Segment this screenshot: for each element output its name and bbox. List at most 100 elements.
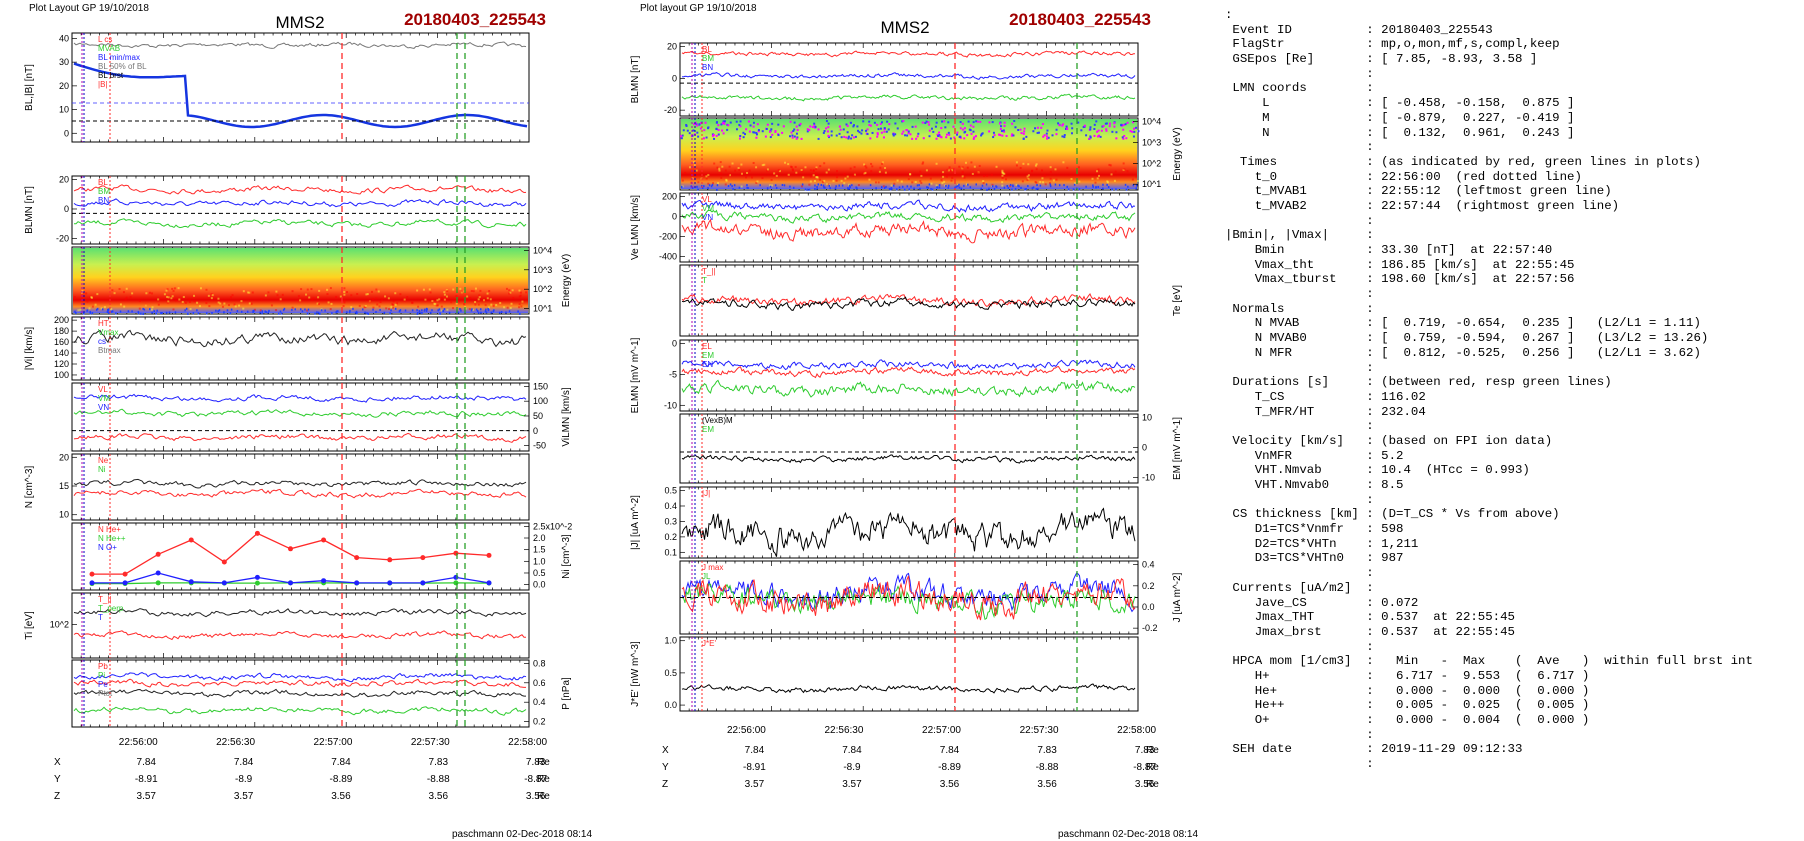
spectrogram-pixel: [707, 173, 710, 176]
spectrogram-pixel: [193, 300, 196, 303]
spectrogram-pixel: [151, 306, 154, 309]
spectrogram-pixel: [723, 120, 726, 123]
spectrogram-pixel: [844, 177, 847, 180]
ephemeris-value: 3.56: [526, 791, 546, 802]
spectrogram-pixel: [155, 312, 158, 315]
spectrogram-pixel: [1120, 123, 1123, 126]
spectrogram-pixel: [1122, 162, 1125, 165]
spectrogram-pixel: [876, 135, 879, 138]
spectrogram-pixel: [882, 185, 885, 188]
spectrogram-pixel: [1073, 183, 1076, 186]
spectrogram-pixel: [91, 305, 94, 308]
spectrogram-pixel: [376, 303, 379, 306]
spectrogram-pixel: [852, 125, 855, 128]
spectrogram-pixel: [999, 134, 1002, 137]
spectrogram-pixel: [166, 295, 169, 298]
legend-entry: Vmax: [98, 328, 118, 337]
series-trace: [681, 379, 1136, 398]
spectrogram-pixel: [385, 307, 388, 310]
spectrogram-pixel: [478, 295, 481, 298]
spectrogram-pixel: [738, 186, 741, 189]
legend-entry: Pi: [98, 671, 105, 680]
spectrogram-pixel: [1096, 177, 1099, 180]
spectrogram-pixel: [242, 290, 245, 293]
spectrogram-pixel: [1005, 174, 1008, 177]
spectrogram-pixel: [684, 171, 687, 174]
spectrogram-pixel: [748, 130, 751, 133]
spectrogram-pixel: [85, 292, 88, 295]
spectrogram-pixel: [1135, 184, 1138, 187]
spectrogram-pixel: [880, 131, 883, 134]
spectrogram-pixel: [748, 169, 751, 172]
spectrogram-pixel: [959, 127, 962, 130]
summary-line: CS thickness [km] : (D=T_CS * Vs from ab…: [1225, 507, 1560, 522]
spectrogram-pixel: [517, 310, 519, 313]
summary-line: t_0 : 22:56:00 (red dotted line): [1225, 169, 1582, 184]
series-trace: [73, 408, 527, 418]
spectrogram-pixel: [957, 183, 960, 186]
spectrogram-pixel: [939, 135, 942, 138]
spectrogram-pixel: [820, 184, 823, 187]
spectrogram-pixel: [1041, 177, 1044, 180]
spectrogram-pixel: [716, 188, 718, 191]
y-axis-title: BLMN [nT]: [630, 55, 641, 103]
ephemeris-value: -8.87: [1133, 762, 1156, 773]
spectrogram-pixel: [823, 162, 826, 165]
spectrogram-pixel: [960, 187, 963, 190]
spectrogram-pixel: [766, 169, 769, 172]
spectrogram-pixel: [1037, 131, 1040, 134]
spectrogram-pixel: [1070, 122, 1073, 125]
spectrogram-pixel: [250, 302, 253, 305]
spectrogram-pixel: [193, 294, 196, 297]
spectrogram-pixel: [935, 121, 938, 124]
spectrogram-pixel: [995, 165, 998, 168]
spectrogram-pixel: [510, 302, 513, 305]
spectrogram-pixel: [459, 287, 462, 290]
spectrogram-pixel: [680, 137, 683, 140]
spectrogram-pixel: [394, 292, 397, 295]
spectrogram-pixel: [253, 308, 256, 311]
legend-entry: VM: [702, 204, 714, 213]
spectrogram-pixel: [800, 185, 803, 188]
spectrogram-pixel: [985, 183, 988, 186]
spectrogram-pixel: [1135, 126, 1138, 129]
spectrogram-pixel: [1114, 170, 1117, 173]
spectrogram-pixel: [884, 171, 887, 174]
spectrogram-pixel: [906, 134, 909, 137]
spectrogram-pixel: [375, 288, 378, 291]
spectrogram-pixel: [980, 187, 982, 190]
series-trace: [73, 672, 527, 683]
spectrogram-pixel: [965, 183, 968, 186]
spectrogram-pixel: [727, 185, 730, 188]
y-tick-label: 180: [54, 326, 69, 336]
spectrogram-pixel: [188, 298, 191, 301]
spectrogram-pixel: [992, 136, 995, 139]
spectrogram-pixel: [1035, 188, 1038, 191]
spectrogram-pixel: [1078, 188, 1081, 191]
spectrogram-pixel: [892, 134, 895, 137]
spectrogram-pixel: [490, 303, 493, 306]
spectrogram-pixel: [406, 296, 409, 299]
spectrogram-pixel: [755, 131, 758, 134]
spectrogram-pixel: [727, 124, 730, 127]
spectrogram-pixel: [1108, 163, 1111, 166]
spectrogram-pixel: [138, 300, 141, 303]
spectrogram-pixel: [335, 311, 337, 314]
spectrogram-pixel: [379, 301, 382, 304]
spectrogram-pixel: [809, 175, 812, 178]
y-axis-title: EM [mV m^-1]: [1172, 417, 1183, 480]
spectrogram-pixel: [455, 295, 458, 298]
spectrogram-pixel: [768, 130, 771, 133]
summary-line: Jmax_brst : 0.537 at 22:55:45: [1225, 624, 1515, 639]
spectrogram-pixel: [153, 310, 155, 313]
spectrogram-pixel: [327, 301, 330, 304]
spectrogram-pixel: [870, 170, 873, 173]
spectrogram-pixel: [746, 171, 749, 174]
legend-entry: N He++: [98, 534, 126, 543]
time-tick-label: 22:57:00: [922, 725, 961, 736]
spectrogram-pixel: [1027, 185, 1029, 188]
series-trace: [681, 575, 1136, 621]
spectrogram-pixel: [1001, 169, 1004, 172]
spectrogram-pixel: [735, 120, 738, 123]
